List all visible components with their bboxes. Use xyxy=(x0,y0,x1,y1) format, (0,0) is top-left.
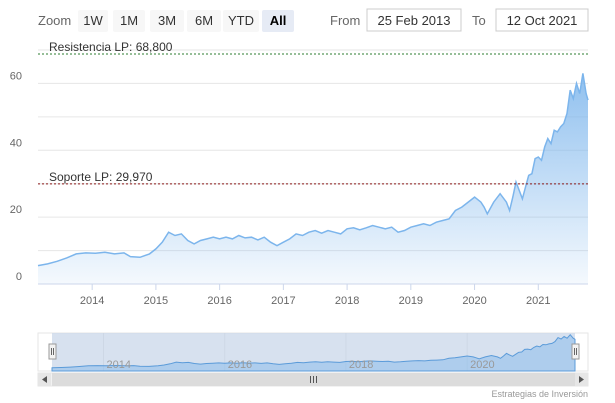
zoom-label: Zoom xyxy=(38,13,71,28)
resistance-label: Resistencia LP: 68,800 xyxy=(49,40,173,54)
zoom-button-1m-label: 1M xyxy=(120,13,138,28)
zoom-button-1m[interactable]: 1M xyxy=(113,10,145,32)
y-tick-label: 40 xyxy=(10,137,22,149)
navigator-tick-label: 2014 xyxy=(107,359,131,371)
navigator-series xyxy=(51,333,576,372)
navigator-tick-label: 2018 xyxy=(349,359,373,371)
scrollbar-grip-icon xyxy=(310,376,317,383)
from-label: From xyxy=(330,13,360,28)
x-tick-label: 2016 xyxy=(207,295,231,307)
zoom-button-6m[interactable]: 6M xyxy=(187,10,221,32)
x-tick-label: 2015 xyxy=(144,295,168,307)
zoom-button-ytd[interactable]: YTD xyxy=(223,10,259,32)
credits-text: Estrategias de Inversión xyxy=(491,389,588,399)
navigator: 2014 2016 2018 2020 xyxy=(37,332,589,372)
zoom-button-all-label: All xyxy=(270,13,287,28)
scroll-left-button[interactable] xyxy=(38,373,51,386)
zoom-button-3m-label: 3M xyxy=(158,13,176,28)
x-tick-label: 2014 xyxy=(80,295,104,307)
arrow-left-icon xyxy=(42,376,47,383)
scroll-right-button[interactable] xyxy=(575,373,588,386)
zoom-button-1w-label: 1W xyxy=(83,13,103,28)
support-label: Soporte LP: 29,970 xyxy=(49,170,153,184)
x-axis-labels: 2014 2015 2016 2017 2018 2019 2020 2021 xyxy=(38,283,588,307)
price-area xyxy=(38,73,588,285)
navigator-tick-label: 2020 xyxy=(470,359,494,371)
zoom-button-all[interactable]: All xyxy=(262,10,294,32)
scrollbar[interactable] xyxy=(37,372,589,387)
plot-lines: Resistencia LP: 68,800 Soporte LP: 29,970 xyxy=(38,40,588,185)
y-tick-label: 60 xyxy=(10,70,22,82)
to-date-input[interactable]: 12 Oct 2021 xyxy=(495,8,589,32)
y-tick-label: 20 xyxy=(10,204,22,216)
zoom-buttons: 1W 1M 3M 6M YTD All xyxy=(78,10,294,32)
x-tick-label: 2021 xyxy=(526,295,550,307)
navigator-tick-label: 2016 xyxy=(228,359,252,371)
price-line xyxy=(37,73,589,267)
zoom-button-3m[interactable]: 3M xyxy=(150,10,184,32)
zoom-button-6m-label: 6M xyxy=(195,13,213,28)
navigator-selection-mask[interactable] xyxy=(52,333,575,371)
from-date-input[interactable]: 25 Feb 2013 xyxy=(366,8,462,32)
zoom-button-1w[interactable]: 1W xyxy=(78,10,108,32)
x-tick-label: 2018 xyxy=(335,295,359,307)
x-tick-label: 2019 xyxy=(399,295,423,307)
navigator-left-handle[interactable] xyxy=(48,343,57,360)
arrow-right-icon xyxy=(579,376,584,383)
navigator-axis-labels: 2014 2016 2018 2020 xyxy=(107,359,495,371)
to-date-value: 12 Oct 2021 xyxy=(507,13,578,28)
zoom-button-ytd-label: YTD xyxy=(228,13,254,28)
navigator-right-handle[interactable] xyxy=(571,343,580,360)
to-label: To xyxy=(472,13,486,28)
x-tick-label: 2017 xyxy=(271,295,295,307)
from-date-value: 25 Feb 2013 xyxy=(377,13,450,28)
x-tick-label: 2020 xyxy=(462,295,486,307)
y-tick-label: 0 xyxy=(16,271,22,283)
y-axis-labels: 0 20 40 60 xyxy=(10,70,22,283)
